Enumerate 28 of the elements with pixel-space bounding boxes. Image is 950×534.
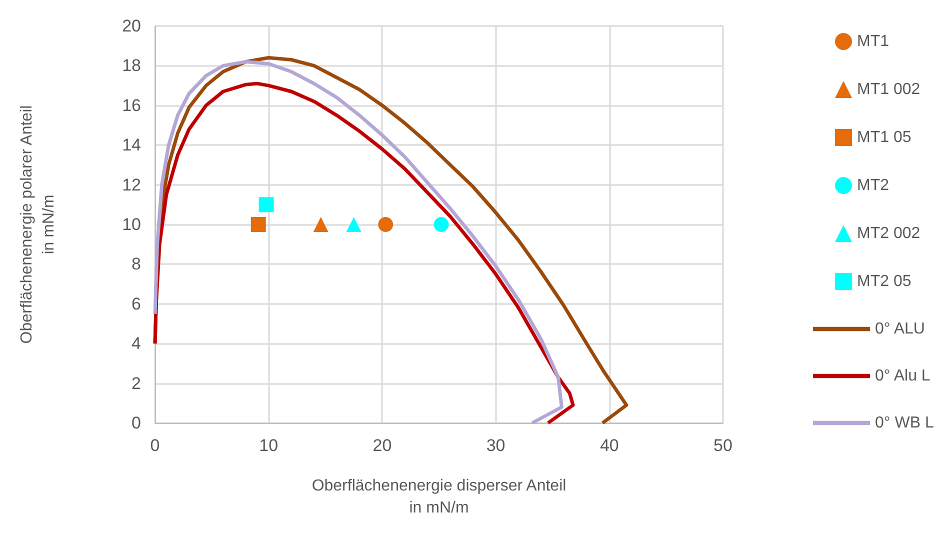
x-tick-label: 20 — [372, 436, 392, 455]
y-tick-label: 8 — [132, 254, 141, 274]
x-tick-label: 30 — [486, 436, 506, 455]
y-tick-label: 14 — [122, 136, 141, 155]
y-tick-label: 6 — [132, 294, 141, 314]
y-tick-label: 12 — [122, 175, 141, 194]
legend-label: 0° WB L — [875, 414, 934, 432]
y-tick-label: 20 — [122, 16, 141, 36]
y-tick-label: 10 — [122, 215, 141, 234]
y-axis-title: Oberflächenenergie polarer Anteil in mN/m — [18, 105, 58, 344]
legend-label: MT2 05 — [857, 273, 912, 290]
x-tick-label: 50 — [714, 436, 732, 455]
legend-label: 0° ALU — [875, 320, 925, 338]
legend-label: MT1 05 — [857, 129, 912, 146]
y-tick-label: 4 — [132, 334, 141, 354]
legend-label: MT2 002 — [857, 225, 920, 242]
y-tick-label: 18 — [122, 56, 141, 76]
legend-label: MT2 — [857, 177, 890, 194]
y-tick-label: 2 — [132, 374, 141, 393]
x-tick-label: 0 — [150, 436, 160, 455]
x-tick-label: 40 — [600, 436, 619, 455]
legend-label: MT1 002 — [857, 81, 920, 98]
legend-label: MT1 — [857, 33, 890, 50]
y-tick-label: 0 — [132, 414, 141, 432]
x-axis-title: Oberflächenenergie disperser Anteil in mN/m — [312, 478, 566, 516]
legend-label: 0° Alu L — [875, 368, 930, 384]
y-tick-label: 16 — [122, 96, 141, 115]
x-tick-label: 10 — [259, 436, 278, 455]
